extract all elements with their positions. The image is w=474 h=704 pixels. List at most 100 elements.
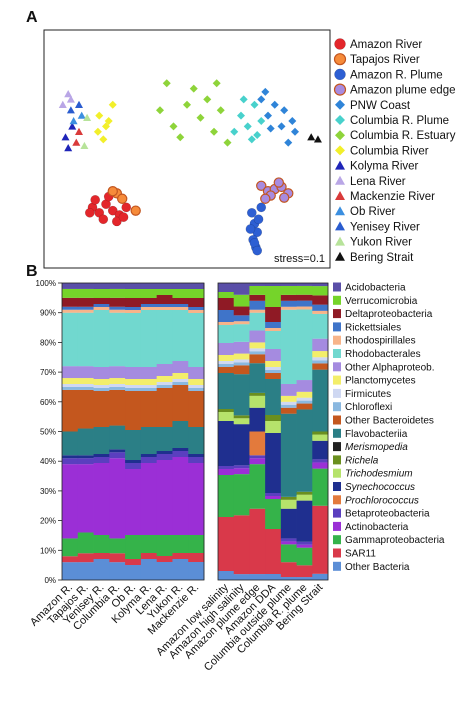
bar-segment-planctomycetes <box>233 353 250 360</box>
bar-segment-rhodobacterales <box>218 325 235 343</box>
legend-label-other-bacteroidetes: Other Bacteroidetes <box>345 416 434 427</box>
bar-segment-rhodobacterales <box>125 313 142 367</box>
legend-label-firmicutes: Firmicutes <box>345 389 391 400</box>
bar-segment-gammaproteobacteria <box>188 535 205 553</box>
amazon-river-point <box>121 202 132 213</box>
bar-segment-chloroflexi <box>218 364 235 367</box>
columbia-r-estuary-point <box>212 79 221 88</box>
bar-segment-actinobacteria <box>140 463 158 535</box>
bar-segment-other-bacteroidetes <box>280 407 297 414</box>
bar-segment-planctomycetes <box>188 379 205 385</box>
legend-label-ob-river: Ob River <box>350 206 396 218</box>
other-bacteroidetes-swatch <box>333 415 341 425</box>
bar-segment-trichodesmium <box>280 499 297 509</box>
bar-segment-chloroflexi <box>172 382 189 385</box>
bar-segment-planctomycetes <box>312 351 329 358</box>
trichodesmium-swatch <box>333 468 341 478</box>
bar-segment-rickettsiales <box>156 304 173 307</box>
columbia-r-plume-point <box>239 95 248 104</box>
bar-segment-sar11 <box>188 553 205 562</box>
legend-label-trichodesmium: Trichodesmium <box>345 469 413 480</box>
bar-segment-sar11 <box>77 553 94 563</box>
bar-segment-betaproteobacteria <box>218 466 235 469</box>
columbia-river-legend-marker <box>335 145 345 156</box>
lena-river-point <box>58 100 67 108</box>
ob-river-legend-marker <box>335 206 345 216</box>
bar-segment-rhodospirillales <box>296 306 313 310</box>
bar-segment-other-bacteria <box>188 562 205 580</box>
actinobacteria-swatch <box>333 521 341 531</box>
y-tick-label: 90% <box>40 309 56 318</box>
tapajos-river-point <box>130 205 141 216</box>
bar-segment-chloroflexi <box>280 404 297 408</box>
mackenzie-river-point <box>72 138 81 146</box>
amazon-plume-edge-legend-marker <box>333 83 347 96</box>
columbia-r-estuary-point <box>203 95 212 104</box>
bar-segment-actinobacteria <box>109 458 126 539</box>
bar-segment-rhodospirillales <box>218 322 235 325</box>
bar-segment-other-bacteroidetes <box>140 391 158 427</box>
bar-segment-trichodesmium <box>218 412 235 421</box>
bar-segment-betaproteobacteria <box>93 457 110 463</box>
y-axis: 0% 10% 20% 30% 40% 50% 60% 70% 80% 90% 100% <box>36 279 62 585</box>
bar-segment-betaproteobacteria <box>62 458 79 465</box>
bar-segment-flavobacteriia <box>188 427 205 454</box>
bar-segment-verrucomicrobia <box>125 289 142 298</box>
bar-segment-gammaproteobacteria <box>77 532 94 554</box>
bar-segment-other-alphaproteob <box>312 338 329 352</box>
legend-label-other-alphaproteob: Other Alphaproteob. <box>345 362 435 373</box>
rhodospirillales-swatch <box>333 335 341 345</box>
columbia-r-plume-legend-marker <box>335 115 345 125</box>
columbia-r-plume-point <box>243 122 252 131</box>
bar-segment-planctomycetes <box>265 361 282 367</box>
bar-segment-deltaproteobacteria <box>77 297 94 307</box>
bar-segment-other-alphaproteob <box>249 330 266 343</box>
bering-strait-point <box>307 133 316 141</box>
bar-segment-betaproteobacteria <box>280 538 297 542</box>
amazon-plume-edge-point <box>279 192 290 203</box>
pnw-coast-point <box>284 138 293 147</box>
bar-segment-acidobacteria <box>188 283 205 289</box>
bar-segment-flavobacteriia <box>172 421 189 448</box>
pnw-coast-point <box>288 117 297 125</box>
bar-segment-other-bacteria <box>296 577 313 580</box>
bar-segment-rickettsiales <box>93 304 110 307</box>
columbia-r-estuary-point <box>210 127 218 136</box>
bar-segment-deltaproteobacteria <box>265 307 282 322</box>
yukon-river-point <box>83 113 92 121</box>
bar-segment-flavobacteriia <box>93 427 110 454</box>
bar-segment-rhodospirillales <box>233 321 250 325</box>
bar-segment-acidobacteria <box>233 283 250 295</box>
bar-segment-planctomycetes <box>93 379 110 385</box>
bar-segment-rhodobacterales <box>265 331 282 349</box>
bar-segment-actinobacteria <box>218 469 235 475</box>
yukon-river-point <box>80 141 89 150</box>
bar-segment-verrucomicrobia <box>265 286 282 307</box>
bar-segment-rickettsiales <box>172 304 189 307</box>
bar-segment-acidobacteria <box>249 283 266 286</box>
columbia-r-estuary-point <box>223 138 232 147</box>
bar-segment-gammaproteobacteria <box>125 535 142 559</box>
kolyma-river-legend-marker <box>335 160 345 170</box>
bar-segment-trichodesmium <box>265 421 282 433</box>
yenisey-river-legend-marker <box>335 221 345 231</box>
bar-segment-trichodesmium <box>249 395 266 408</box>
bar-segment-acidobacteria <box>156 283 173 289</box>
amazon-river-point <box>118 212 129 222</box>
panel-a-label: A <box>26 9 38 26</box>
yenisey-river-point <box>75 100 83 108</box>
legend-label-kolyma-river: Kolyma River <box>350 161 419 173</box>
bar-segment-actinobacteria <box>312 462 329 469</box>
bar-segment-gammaproteobacteria <box>280 544 297 563</box>
other-alphaproteob-swatch <box>333 362 341 372</box>
legend-label-acidobacteria: Acidobacteria <box>345 283 406 294</box>
bar-segment-other-alphaproteob <box>140 367 158 379</box>
bar-segment-verrucomicrobia <box>312 286 329 296</box>
bar-segment-flavobacteriia <box>233 374 250 416</box>
bar-segment-actinobacteria <box>156 460 173 535</box>
bar-segment-synechococcus <box>62 455 79 459</box>
bar-segment-betaproteobacteria <box>140 457 158 463</box>
ob-river-point <box>77 111 86 119</box>
bar-segment-flavobacteriia <box>62 431 79 456</box>
bar-segment-flavobacteriia <box>109 425 126 450</box>
